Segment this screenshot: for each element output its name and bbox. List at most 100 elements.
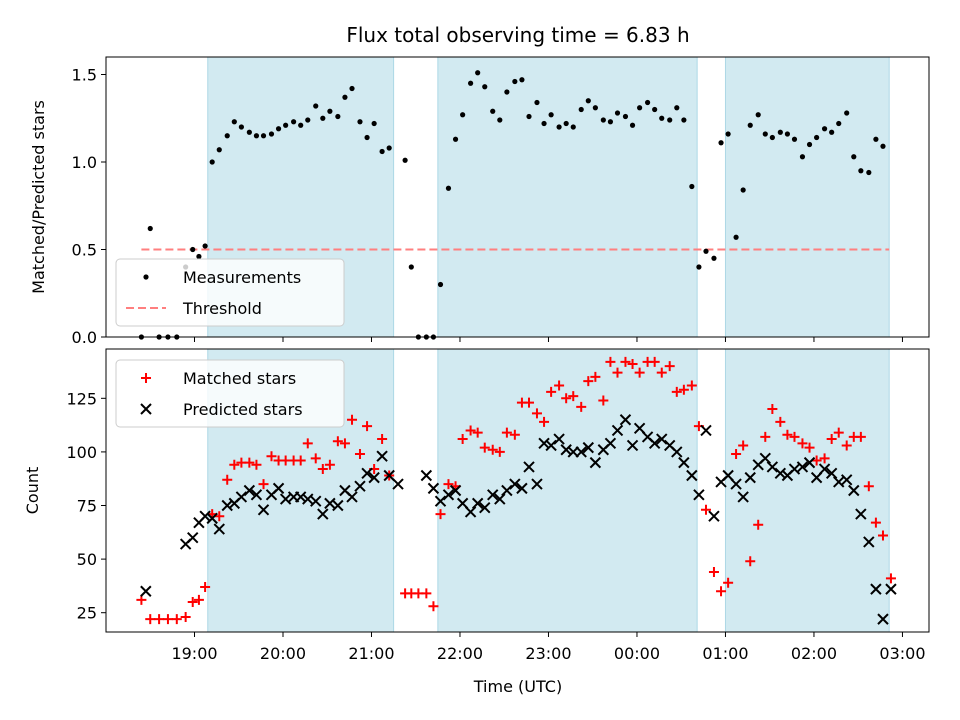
predicted-stars-point [796, 461, 809, 473]
matched-stars-point [855, 431, 866, 442]
measurement-point [747, 122, 753, 128]
measurement-point [305, 117, 311, 123]
measurement-point [379, 148, 385, 155]
legend-label: Predicted stars [183, 400, 303, 419]
predicted-stars-point [560, 444, 572, 456]
matched-stars-point [193, 594, 204, 605]
predicted-stars-point [383, 469, 395, 482]
matched-stars-point [487, 444, 498, 455]
measurement-point [342, 94, 348, 100]
matched-stars-point [797, 438, 808, 449]
matched-stars-point [620, 356, 631, 367]
matched-stars-point [222, 474, 233, 485]
predicted-stars-point [302, 493, 314, 505]
matched-stars-point [700, 504, 711, 515]
measurement-point [674, 105, 680, 111]
measurement-point [402, 157, 408, 163]
predicted-stars-point [206, 512, 218, 525]
measurement-point [814, 134, 820, 141]
matched-stars-point [708, 566, 719, 577]
matched-stars-point [354, 449, 365, 460]
measurement-point [364, 134, 370, 141]
measurement-point [490, 108, 496, 114]
matched-stars-point [877, 530, 888, 541]
measurement-point [408, 264, 414, 270]
predicted-stars-point [788, 463, 801, 475]
legend-label: Matched stars [183, 369, 296, 388]
matched-stars-point [435, 509, 446, 520]
x-tick-label: 19:00 [171, 644, 217, 663]
measurement-point [600, 117, 606, 123]
measurement-point [829, 129, 835, 135]
measurement-point [652, 106, 658, 113]
matched-stars-point [811, 455, 822, 466]
matched-stars-point [258, 479, 269, 490]
matched-stars-point [885, 573, 896, 584]
predicted-stars-point [449, 484, 462, 497]
predicted-stars-point [803, 456, 816, 469]
y-tick-label: 1.5 [72, 66, 97, 85]
predicted-stars-point [870, 583, 882, 595]
measurement-point [437, 281, 444, 288]
legend-count: Matched stars Predicted stars [115, 359, 345, 428]
matched-stars-point [302, 438, 313, 449]
predicted-stars-point [310, 495, 322, 507]
predicted-stars-point [730, 478, 742, 490]
measurement-point [349, 85, 355, 92]
measurement-point [762, 131, 768, 137]
predicted-stars-point [885, 583, 897, 595]
y-tick-label: 1.0 [72, 153, 97, 172]
predicted-stars-point [825, 467, 838, 480]
matched-stars-point [162, 614, 173, 625]
matched-stars-point [465, 425, 476, 436]
measurement-point [784, 131, 791, 137]
measurement-point [821, 126, 828, 132]
legend-marker-measurements [143, 274, 149, 280]
measurement-point [585, 98, 591, 104]
measurement-point [268, 131, 275, 137]
measurement-point [335, 113, 341, 120]
matched-stars-point [171, 614, 182, 625]
measurement-point [519, 77, 525, 83]
measurement-point [592, 105, 598, 111]
matched-stars-point [180, 611, 191, 622]
predicted-stars-point [354, 480, 366, 492]
matched-stars-point [716, 586, 727, 597]
matched-stars-point [789, 431, 800, 442]
matched-stars-point [479, 442, 490, 453]
predicted-stars-point [744, 471, 756, 484]
predicted-stars-point [656, 433, 668, 445]
matched-stars-point [634, 367, 645, 378]
predicted-stars-point [479, 501, 491, 514]
measurement-point [703, 248, 709, 254]
matched-stars-point [421, 588, 432, 599]
matched-stars-point [324, 459, 335, 470]
x-tick-label: 02:00 [791, 644, 837, 663]
measurement-point [320, 115, 326, 121]
measurement-point [202, 243, 208, 249]
measurement-point [563, 120, 569, 127]
predicted-stars-point [324, 497, 336, 510]
predicted-stars-point [863, 536, 875, 548]
predicted-stars-point [250, 489, 263, 501]
measurement-point [851, 154, 857, 160]
measurement-point [313, 103, 319, 109]
predicted-stars-point [279, 493, 292, 505]
measurement-point [231, 119, 237, 125]
measurement-point [541, 120, 547, 127]
predicted-stars-point [818, 463, 831, 475]
matched-stars-point [678, 384, 689, 395]
matched-stars-point [561, 393, 572, 404]
predicted-stars-point [693, 489, 705, 501]
measurement-point [725, 131, 731, 137]
x-tick-label: 01:00 [702, 644, 748, 663]
predicted-stars-point [604, 437, 617, 450]
measurement-point [253, 133, 260, 139]
matched-stars-point [187, 596, 198, 607]
matched-stars-point [554, 380, 565, 391]
predicted-stars-point [848, 484, 860, 497]
x-tick-label: 00:00 [614, 644, 660, 663]
measurement-point [556, 124, 562, 130]
predicted-stars-point [774, 467, 787, 480]
measurement-point [667, 117, 673, 123]
